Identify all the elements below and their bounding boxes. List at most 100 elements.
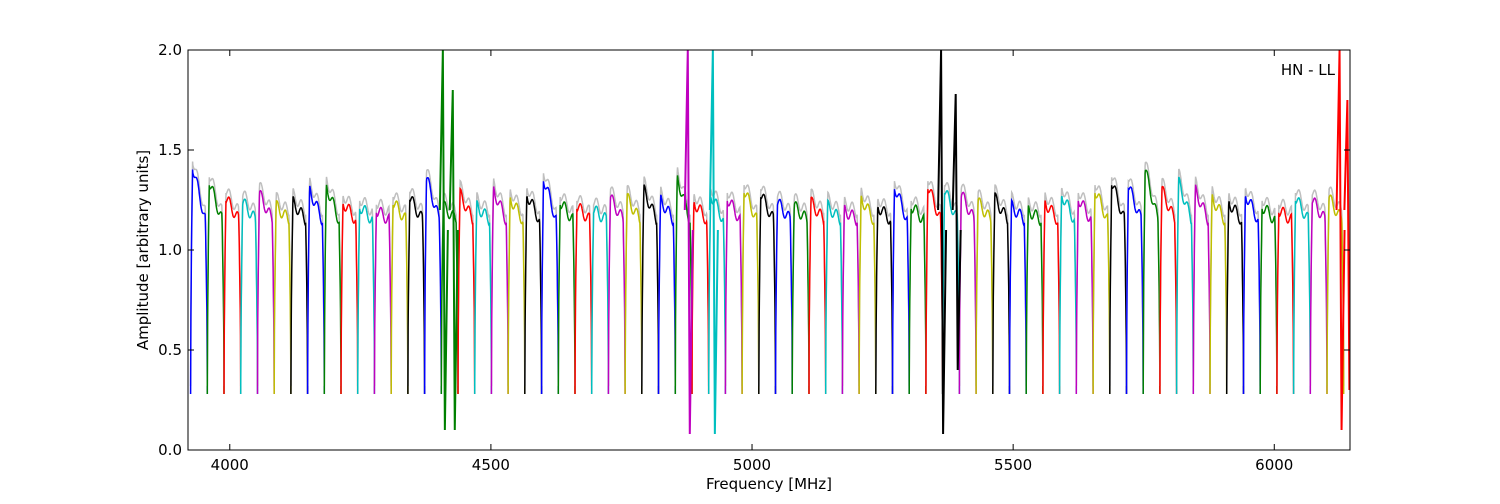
rfi-spike: [438, 50, 449, 431]
channel-trace: [574, 203, 593, 395]
background-trace: [607, 186, 626, 387]
background-trace: [875, 198, 894, 387]
rfi-spike: [951, 93, 962, 371]
channel-trace: [992, 192, 1011, 395]
background-trace: [758, 185, 777, 387]
x-axis-label: Frequency [MHz]: [706, 475, 832, 493]
channel-trace: [808, 196, 827, 395]
background-trace: [925, 180, 944, 387]
channel-trace: [1075, 200, 1094, 395]
channel-trace: [758, 193, 777, 395]
background-trace: [1142, 161, 1161, 387]
background-trace: [808, 188, 827, 387]
x-tick-label: 5000: [733, 456, 771, 474]
channel-trace: [1109, 185, 1128, 395]
background-trace: [540, 173, 560, 387]
y-tick-label: 0.5: [158, 341, 182, 359]
channel-trace: [323, 184, 342, 395]
x-tick-label: 4000: [211, 456, 249, 474]
y-tick-label: 1.0: [158, 241, 182, 259]
background-trace: [1025, 197, 1044, 387]
background-trace: [841, 196, 860, 387]
background-trace: [524, 188, 543, 387]
background-trace: [507, 189, 526, 387]
background-trace: [1092, 185, 1111, 387]
background-trace: [1259, 196, 1278, 387]
channel-trace: [490, 186, 509, 395]
background-trace: [239, 190, 259, 387]
background-trace: [457, 179, 476, 387]
background-trace: [1042, 192, 1061, 387]
background-trace: [791, 193, 810, 387]
y-tick-label: 1.5: [158, 141, 182, 159]
background-trace: [958, 183, 977, 387]
channel-trace: [1225, 201, 1245, 395]
background-trace: [1192, 176, 1211, 387]
rfi-spike: [1343, 99, 1350, 391]
background-trace: [1242, 187, 1261, 387]
channel-trace: [524, 196, 543, 395]
background-trace: [1125, 178, 1144, 387]
background-trace: [390, 192, 409, 387]
background-trace: [1109, 177, 1128, 387]
channel-trace: [373, 206, 392, 395]
background-trace: [741, 184, 760, 387]
channel-trace: [875, 206, 894, 395]
channel-trace: [206, 185, 225, 395]
y-tick-label: 2.0: [158, 41, 182, 59]
channel-trace: [1142, 169, 1161, 395]
background-trace: [691, 194, 710, 387]
background-trace: [373, 198, 392, 387]
y-tick-label: 0.0: [158, 441, 182, 459]
background-trace: [189, 161, 209, 387]
rfi-spike: [683, 50, 694, 435]
background-trace: [774, 190, 793, 387]
channel-trace: [841, 204, 860, 395]
series-layer: [189, 50, 1350, 435]
channel-trace: [657, 194, 677, 395]
background-trace: [1292, 189, 1312, 387]
channel-trace: [306, 185, 326, 395]
channel-trace: [1125, 186, 1144, 395]
channel-trace: [1159, 185, 1178, 395]
y-axis-label: Amplitude [arbitrary units]: [134, 150, 152, 350]
channel-trace: [1175, 176, 1195, 395]
background-trace: [975, 189, 994, 387]
channel-trace: [1008, 197, 1027, 395]
background-trace: [657, 186, 677, 387]
channel-trace: [707, 196, 727, 395]
plot-area: [189, 50, 1350, 435]
channel-trace: [791, 201, 810, 395]
channel-trace: [691, 202, 710, 395]
background-trace: [624, 184, 643, 387]
background-trace: [290, 188, 309, 387]
background-trace: [641, 176, 660, 387]
channel-trace: [891, 189, 910, 395]
background-trace: [1276, 198, 1295, 387]
channel-trace: [624, 192, 643, 395]
channel-trace: [741, 192, 760, 395]
channel-trace: [1259, 204, 1278, 395]
channel-trace: [273, 200, 292, 395]
background-trace: [490, 178, 509, 387]
background-trace: [858, 187, 877, 387]
background-trace: [891, 181, 910, 387]
channel-trace: [925, 188, 944, 395]
background-trace: [590, 197, 610, 387]
channel-trace: [975, 197, 994, 395]
channel-trace: [1209, 194, 1228, 395]
channel-trace: [1058, 195, 1078, 395]
background-trace: [1175, 168, 1195, 387]
channel-trace: [824, 198, 844, 395]
background-trace: [992, 184, 1011, 387]
channel-trace: [858, 195, 877, 395]
channel-trace: [223, 196, 242, 395]
rfi-spike: [448, 89, 459, 431]
channel-trace: [1042, 200, 1061, 395]
channel-trace: [356, 205, 376, 395]
background-trace: [473, 192, 493, 387]
channel-trace: [1292, 197, 1312, 395]
x-tick-label: 5500: [994, 456, 1032, 474]
channel-trace: [189, 169, 209, 395]
channel-trace: [557, 201, 576, 395]
